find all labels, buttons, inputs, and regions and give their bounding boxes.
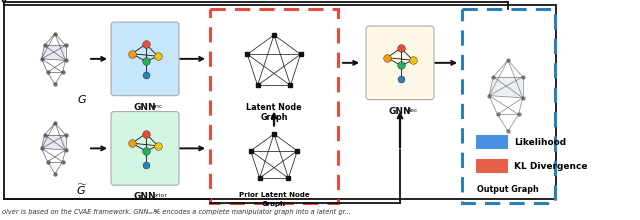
Text: GNN: GNN xyxy=(388,107,412,116)
FancyBboxPatch shape xyxy=(366,26,434,100)
FancyBboxPatch shape xyxy=(476,136,508,149)
FancyBboxPatch shape xyxy=(111,22,179,96)
FancyBboxPatch shape xyxy=(111,112,179,185)
FancyBboxPatch shape xyxy=(476,159,508,173)
Polygon shape xyxy=(42,46,65,60)
Text: Latent Node: Latent Node xyxy=(246,103,302,112)
Text: olver is based on the CVAE framework. GNNₐₙ℀ encodes a complete manipulator grap: olver is based on the CVAE framework. GN… xyxy=(2,209,351,215)
Text: prior: prior xyxy=(152,193,167,198)
Text: Graph: Graph xyxy=(262,201,286,207)
Text: GNN: GNN xyxy=(134,103,156,112)
Text: GNN: GNN xyxy=(134,192,156,201)
Text: Graph: Graph xyxy=(260,113,288,122)
Text: enc: enc xyxy=(152,104,163,109)
Text: Output Graph: Output Graph xyxy=(477,185,539,194)
Text: $G$: $G$ xyxy=(77,93,87,105)
Text: dec: dec xyxy=(407,108,419,113)
Text: KL Divergence: KL Divergence xyxy=(514,162,588,171)
Text: Likelihood: Likelihood xyxy=(514,138,566,147)
Text: Prior Latent Node: Prior Latent Node xyxy=(239,192,309,198)
Polygon shape xyxy=(42,135,65,150)
Text: $\widetilde{G}$: $\widetilde{G}$ xyxy=(76,182,88,197)
Polygon shape xyxy=(489,77,523,98)
